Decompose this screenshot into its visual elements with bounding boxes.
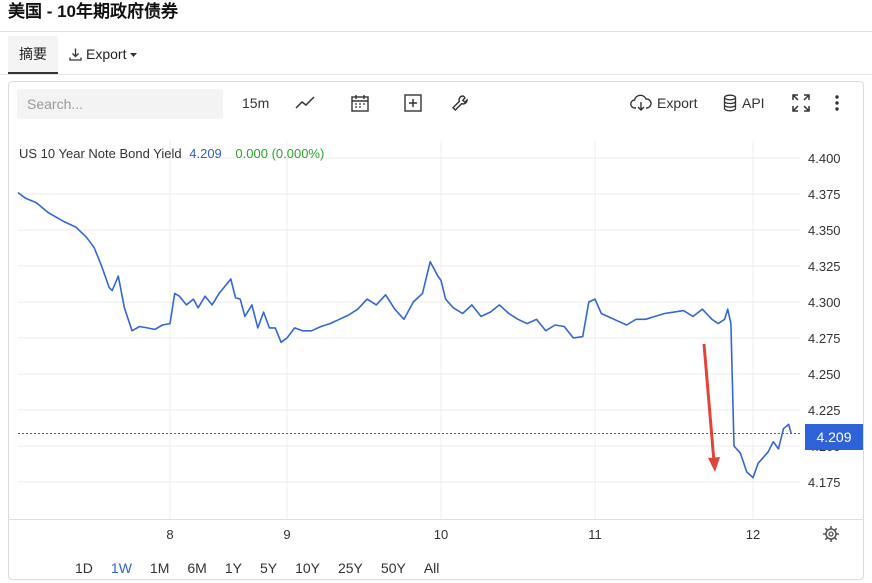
interval-selector[interactable]: 15m <box>242 95 270 111</box>
range-button-25y[interactable]: 25Y <box>337 560 363 576</box>
export-chart-label: Export <box>657 95 698 111</box>
range-button-6m[interactable]: 6M <box>187 560 207 576</box>
last-price-tag: 4.209 <box>805 424 863 450</box>
fullscreen-button[interactable] <box>791 90 811 116</box>
range-button-1d[interactable]: 1D <box>75 560 93 576</box>
chart-toolbar: 15m <box>9 82 863 124</box>
api-button[interactable]: API <box>723 90 765 116</box>
tab-summary[interactable]: 摘要 <box>8 36 58 74</box>
plus-square-icon <box>404 94 422 112</box>
calendar-icon <box>351 95 369 112</box>
y-tick-label: 4.225 <box>808 403 841 418</box>
fullscreen-icon <box>792 94 810 112</box>
cloud-download-icon <box>630 94 652 111</box>
legend-change: 0.000 (0.000%) <box>235 146 325 161</box>
series-line-us10y <box>17 191 792 479</box>
more-options-button[interactable] <box>833 90 841 116</box>
x-tick-label: 8 <box>166 527 173 542</box>
export-menu-label: Export <box>86 46 127 62</box>
y-axis-tick-labels: 4.400 4.375 4.350 4.325 4.300 4.275 4.250 4.225… <box>808 151 841 490</box>
download-icon <box>69 48 82 61</box>
y-tick-label: 4.250 <box>808 367 841 382</box>
y-tick-label: 4.175 <box>808 475 841 490</box>
x-tick-label: 12 <box>746 527 760 542</box>
export-menu-button[interactable]: Export <box>68 36 138 72</box>
divider <box>0 31 872 32</box>
series-legend: US 10 Year Note Bond Yield 4.209 0.000 (… <box>19 146 324 161</box>
chart-settings-button[interactable] <box>823 526 839 542</box>
y-tick-label: 4.375 <box>808 187 841 202</box>
legend-series-name: US 10 Year Note Bond Yield <box>19 146 182 161</box>
range-button-1y[interactable]: 1Y <box>224 560 242 576</box>
add-comparison-button[interactable] <box>403 90 423 116</box>
range-button-1m[interactable]: 1M <box>149 560 170 576</box>
y-tick-label: 4.275 <box>808 331 841 346</box>
y-tick-label: 4.300 <box>808 295 841 310</box>
range-button-10y[interactable]: 10Y <box>295 560 320 576</box>
x-tick-label: 9 <box>283 527 290 542</box>
settings-tool-button[interactable] <box>450 90 470 116</box>
date-range-button[interactable] <box>350 90 370 116</box>
range-button-1w[interactable]: 1W <box>110 560 132 576</box>
caret-down-icon <box>130 52 138 57</box>
wrench-icon <box>452 95 468 111</box>
page-title: 美国 - 10年期政府债券 <box>8 2 179 21</box>
database-icon <box>723 94 737 112</box>
line-chart-icon <box>295 96 315 109</box>
range-button-5y[interactable]: 5Y <box>259 560 278 576</box>
range-button-all[interactable]: All <box>423 560 440 576</box>
api-label: API <box>742 95 765 111</box>
x-tick-label: 10 <box>434 527 448 542</box>
chart-panel: 15m <box>8 81 864 580</box>
time-range-bar: 1D 1W 1M 6M 1Y 5Y 10Y 25Y 50Y All <box>66 556 448 580</box>
y-tick-label: 4.325 <box>808 259 841 274</box>
y-tick-label: 4.350 <box>808 223 841 238</box>
chart-type-button[interactable] <box>295 90 317 116</box>
annotation-arrow <box>702 343 720 472</box>
x-axis-tick-labels: 8 9 10 11 12 <box>166 527 760 542</box>
chart-grid <box>8 140 864 520</box>
x-tick-label: 11 <box>588 527 602 542</box>
range-button-50y[interactable]: 50Y <box>380 560 406 576</box>
more-vertical-icon <box>835 95 839 111</box>
divider <box>0 74 872 75</box>
y-tick-label: 4.400 <box>808 151 841 166</box>
legend-value: 4.209 <box>189 146 222 161</box>
export-chart-button[interactable]: Export <box>630 90 697 116</box>
symbol-search-input[interactable] <box>17 89 223 119</box>
